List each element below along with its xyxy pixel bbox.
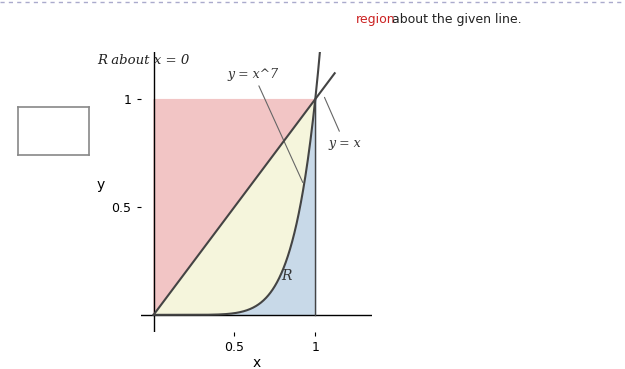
Text: region: region (356, 13, 396, 26)
Text: y = x^7: y = x^7 (228, 68, 302, 183)
Text: Find the volume of the solid generated by revolving the specified region about t: Find the volume of the solid generated b… (8, 13, 594, 26)
Text: R about x = 0: R about x = 0 (97, 54, 189, 66)
Text: Find the volume of the solid generated by revolving the specified: Find the volume of the solid generated b… (0, 368, 1, 369)
X-axis label: x: x (252, 355, 261, 369)
Text: y = x: y = x (324, 97, 361, 149)
Y-axis label: y: y (96, 178, 104, 192)
Text: R: R (281, 269, 291, 283)
Text: about the given line.: about the given line. (388, 13, 521, 26)
